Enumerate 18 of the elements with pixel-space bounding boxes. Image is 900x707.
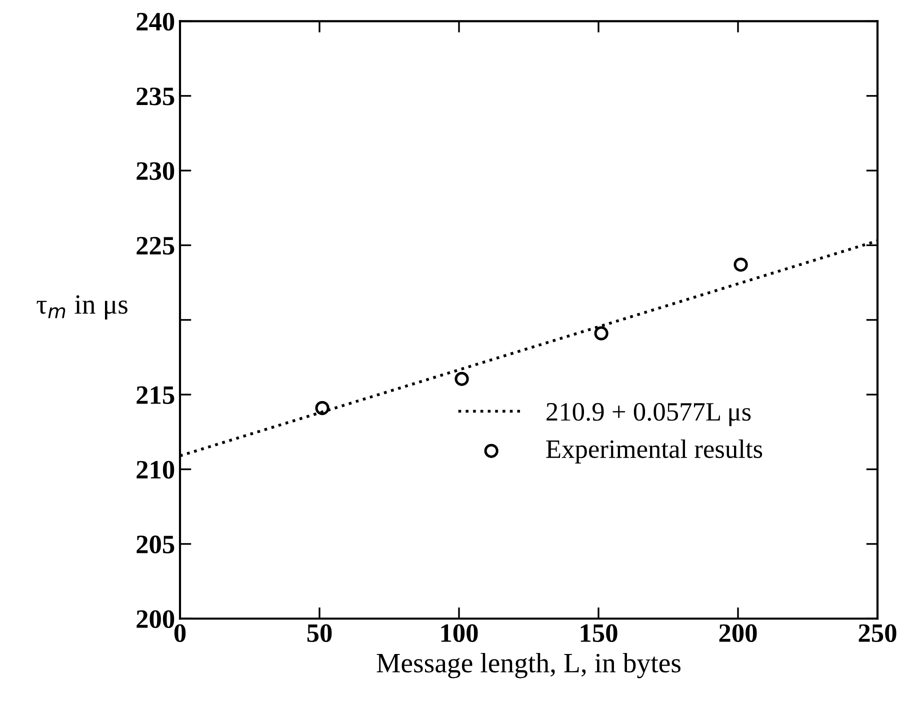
y-tick-label: 235: [136, 88, 174, 106]
x-axis-title: Message length, L, in bytes: [376, 652, 680, 678]
y-tick-label: 225: [136, 236, 174, 255]
y-tick-label: 205: [136, 536, 174, 554]
x-tick-label: 50: [307, 624, 332, 642]
y-tick-label: 240: [136, 12, 174, 31]
legend-label: 210.9 + 0.0577L μs: [546, 402, 751, 426]
x-tick-label: 100: [441, 624, 478, 642]
x-tick-label: 0: [174, 624, 186, 642]
x-tick-label: 150: [580, 624, 618, 642]
y-axis-title: τ$_{m}$ in μs: [36, 295, 128, 320]
y-tick-label: 210: [136, 460, 174, 479]
x-tick-label: 250: [858, 624, 896, 642]
legend-label: Experimental results: [546, 440, 762, 464]
y-tick-label: 230: [136, 162, 174, 180]
y-tick-label: 200: [136, 610, 174, 628]
x-tick-label: 200: [719, 624, 757, 642]
y-tick-label: 215: [136, 386, 174, 404]
